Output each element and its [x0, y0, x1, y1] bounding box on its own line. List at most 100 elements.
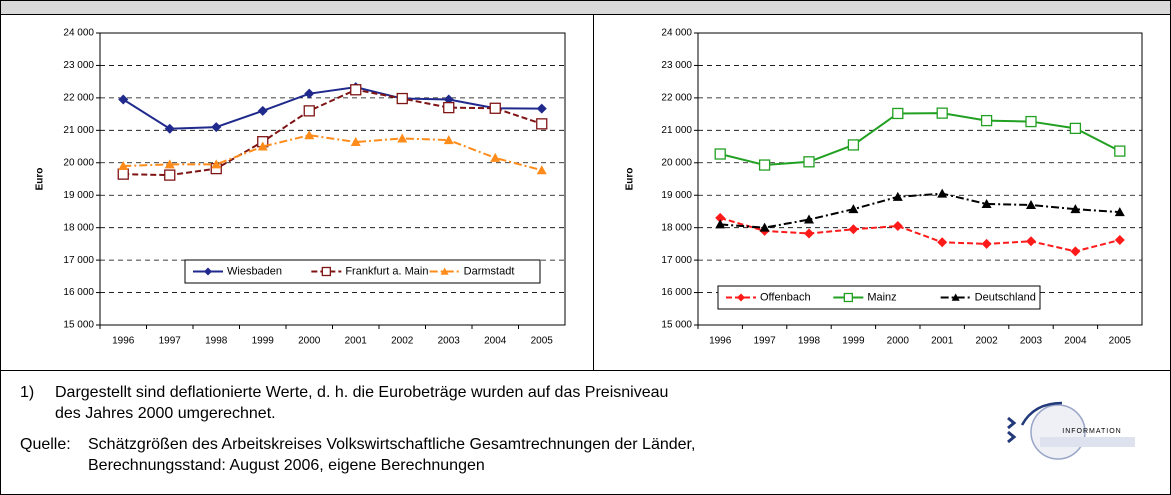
y-tick-label: 15 000: [661, 320, 692, 331]
legend-marker: [951, 293, 960, 301]
legend-marker: [737, 293, 745, 302]
x-tick-label: 2005: [531, 336, 554, 347]
marker: [847, 139, 860, 151]
x-tick-label: 1996: [112, 336, 135, 347]
series-line: [123, 134, 543, 172]
marker: [211, 159, 222, 169]
marker: [1026, 199, 1036, 209]
marker: [536, 103, 547, 114]
y-tick-label: 17 000: [661, 255, 692, 266]
legend-label: Darmstadt: [464, 265, 515, 277]
x-tick-label: 2002: [975, 336, 998, 347]
source-label: Quelle:: [20, 436, 71, 453]
y-tick-label: 21 000: [63, 125, 94, 136]
marker: [1114, 207, 1125, 217]
legend: [717, 285, 1041, 310]
marker: [892, 107, 904, 120]
x-tick-label: 2003: [1020, 336, 1043, 347]
marker: [1114, 145, 1126, 157]
y-tick-label: 22 000: [661, 93, 692, 104]
marker: [759, 222, 770, 232]
x-tick-label: 1998: [205, 336, 228, 347]
marker: [892, 221, 903, 232]
marker: [304, 88, 315, 99]
marker: [118, 161, 129, 171]
x-tick-label: 1999: [842, 336, 865, 347]
x-tick-label: 2002: [391, 336, 414, 347]
logo-text: INFORMATION: [1062, 428, 1121, 435]
marker: [714, 148, 726, 160]
x-tick-label: 2003: [438, 336, 461, 347]
marker: [397, 133, 408, 143]
marker: [758, 159, 771, 171]
marker: [981, 238, 992, 249]
y-tick-label: 16 000: [63, 287, 94, 298]
legend-label: Frankfurt a. Main: [345, 265, 428, 277]
y-tick-label: 21 000: [661, 125, 692, 136]
marker: [1026, 236, 1036, 247]
y-tick-label: 24 000: [63, 28, 94, 39]
marker: [804, 214, 814, 224]
marker: [164, 123, 175, 134]
x-tick-label: 2004: [1064, 336, 1087, 347]
y-tick-label: 20 000: [661, 157, 692, 168]
marker: [536, 118, 548, 130]
legend-label: Wiesbaden: [227, 265, 282, 277]
x-tick-label: 1997: [753, 336, 776, 347]
marker: [715, 219, 726, 229]
series-line: [720, 192, 1120, 229]
legend-marker: [440, 267, 449, 275]
marker: [848, 224, 859, 235]
marker: [936, 107, 948, 119]
y-tick-label: 18 000: [63, 222, 94, 233]
y-tick-label: 17 000: [63, 255, 94, 266]
legend-label: Mainz: [867, 291, 896, 303]
marker: [490, 152, 501, 162]
marker: [303, 105, 315, 117]
y-tick-label: 24 000: [661, 28, 692, 39]
legend-label: Deutschland: [975, 291, 1036, 303]
legend: [184, 259, 541, 284]
x-tick-label: 2000: [298, 336, 321, 347]
footnote-marker: 1): [20, 384, 34, 401]
y-axis-label: Euro: [625, 168, 636, 191]
x-tick-label: 2005: [1109, 336, 1132, 347]
marker: [803, 156, 815, 168]
marker: [980, 114, 993, 127]
y-tick-label: 23 000: [661, 60, 692, 71]
footnote-line: des Jahres 2000 umgerechnet.: [55, 405, 276, 422]
marker: [257, 105, 268, 116]
marker: [211, 122, 222, 133]
marker: [804, 228, 814, 239]
x-tick-label: 1999: [252, 336, 275, 347]
y-tick-label: 19 000: [63, 190, 94, 201]
x-tick-label: 2001: [931, 336, 954, 347]
marker: [117, 168, 129, 180]
series-line: [122, 86, 542, 130]
marker: [164, 159, 175, 169]
header-bar: [0, 0, 1171, 15]
y-tick-label: 23 000: [63, 60, 94, 71]
marker: [489, 102, 501, 114]
legend-marker: [321, 266, 331, 277]
marker: [848, 204, 859, 214]
marker: [1025, 115, 1037, 128]
marker: [396, 92, 408, 105]
x-tick-label: 1998: [798, 336, 821, 347]
y-tick-label: 22 000: [63, 93, 94, 104]
legend-marker: [204, 267, 212, 276]
y-tick-label: 20 000: [63, 157, 94, 168]
footnote-line: Dargestellt sind deflationierte Werte, d…: [55, 384, 668, 401]
marker: [1070, 246, 1081, 257]
series-line: [719, 112, 1121, 167]
marker: [257, 141, 268, 151]
marker: [1069, 122, 1082, 135]
marker: [1114, 234, 1125, 245]
marker: [892, 191, 903, 201]
marker: [304, 130, 315, 140]
series-line: [123, 88, 543, 177]
marker: [164, 169, 176, 181]
marker: [937, 237, 948, 248]
source-line: Schätzgrößen des Arbeitskreises Volkswir…: [88, 436, 695, 453]
